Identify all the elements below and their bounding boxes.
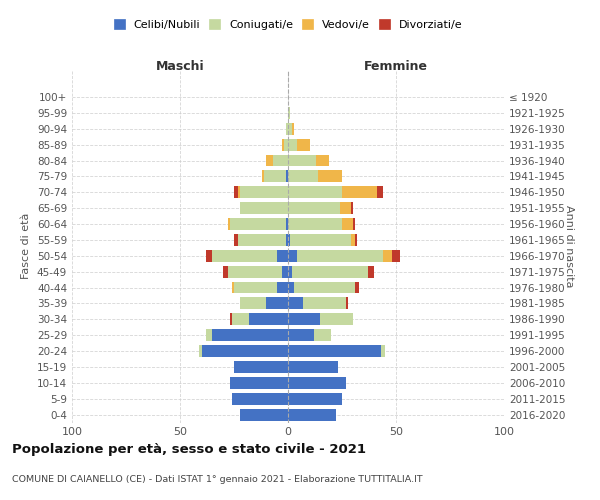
Bar	[296, 138, 310, 150]
Bar	[368, 266, 374, 278]
Bar	[286, 234, 288, 246]
Bar	[288, 377, 346, 389]
Bar	[212, 250, 277, 262]
Bar	[288, 202, 340, 214]
Bar	[288, 282, 295, 294]
Bar	[234, 361, 288, 373]
Y-axis label: Anni di nascita: Anni di nascita	[564, 205, 574, 288]
Bar	[288, 266, 292, 278]
Bar	[350, 234, 355, 246]
Bar	[288, 218, 342, 230]
Bar	[355, 234, 357, 246]
Bar	[318, 170, 342, 182]
Bar	[273, 154, 288, 166]
Bar	[286, 218, 288, 230]
Bar	[234, 234, 238, 246]
Bar	[234, 186, 238, 198]
Bar	[296, 250, 383, 262]
Bar	[381, 345, 385, 357]
Bar	[292, 266, 368, 278]
Bar	[227, 218, 230, 230]
Bar	[314, 329, 331, 341]
Bar	[232, 282, 234, 294]
Bar	[238, 186, 241, 198]
Bar	[288, 361, 338, 373]
Bar	[241, 298, 266, 310]
Bar	[320, 314, 353, 325]
Bar	[286, 170, 288, 182]
Bar	[288, 250, 296, 262]
Bar	[346, 298, 349, 310]
Bar	[202, 345, 288, 357]
Bar	[288, 154, 316, 166]
Bar	[262, 170, 264, 182]
Bar	[230, 218, 286, 230]
Bar	[377, 186, 383, 198]
Bar	[288, 329, 314, 341]
Bar	[350, 202, 353, 214]
Bar	[288, 138, 296, 150]
Bar	[230, 314, 232, 325]
Bar	[355, 282, 359, 294]
Bar	[249, 314, 288, 325]
Bar	[206, 329, 212, 341]
Bar	[288, 123, 292, 134]
Bar	[340, 202, 350, 214]
Bar	[288, 345, 381, 357]
Bar	[227, 266, 281, 278]
Bar	[284, 138, 288, 150]
Bar	[264, 170, 286, 182]
Bar	[277, 250, 288, 262]
Bar	[277, 282, 288, 294]
Y-axis label: Fasce di età: Fasce di età	[22, 213, 31, 280]
Bar	[288, 107, 290, 119]
Bar	[288, 186, 342, 198]
Bar	[238, 234, 286, 246]
Bar	[241, 202, 288, 214]
Bar	[290, 234, 350, 246]
Bar	[241, 186, 288, 198]
Legend: Celibi/Nubili, Coniugati/e, Vedovi/e, Divorziati/e: Celibi/Nubili, Coniugati/e, Vedovi/e, Di…	[110, 16, 466, 33]
Bar	[342, 218, 353, 230]
Bar	[292, 123, 295, 134]
Bar	[206, 250, 212, 262]
Bar	[266, 154, 273, 166]
Bar	[199, 345, 202, 357]
Bar	[353, 218, 355, 230]
Text: Popolazione per età, sesso e stato civile - 2021: Popolazione per età, sesso e stato civil…	[12, 442, 366, 456]
Text: Femmine: Femmine	[364, 60, 428, 73]
Bar	[383, 250, 392, 262]
Bar	[342, 186, 377, 198]
Text: Maschi: Maschi	[155, 60, 205, 73]
Bar	[288, 298, 303, 310]
Bar	[241, 408, 288, 420]
Bar	[288, 170, 318, 182]
Bar	[286, 123, 288, 134]
Bar	[288, 314, 320, 325]
Bar	[212, 329, 288, 341]
Bar	[234, 282, 277, 294]
Bar	[295, 282, 355, 294]
Bar	[288, 234, 290, 246]
Bar	[223, 266, 227, 278]
Bar	[288, 408, 335, 420]
Bar	[303, 298, 346, 310]
Bar	[316, 154, 329, 166]
Bar	[392, 250, 400, 262]
Bar	[230, 377, 288, 389]
Bar	[281, 138, 284, 150]
Text: COMUNE DI CAIANELLO (CE) - Dati ISTAT 1° gennaio 2021 - Elaborazione TUTTITALIA.: COMUNE DI CAIANELLO (CE) - Dati ISTAT 1°…	[12, 476, 422, 484]
Bar	[288, 392, 342, 404]
Bar	[232, 314, 249, 325]
Bar	[266, 298, 288, 310]
Bar	[232, 392, 288, 404]
Bar	[281, 266, 288, 278]
